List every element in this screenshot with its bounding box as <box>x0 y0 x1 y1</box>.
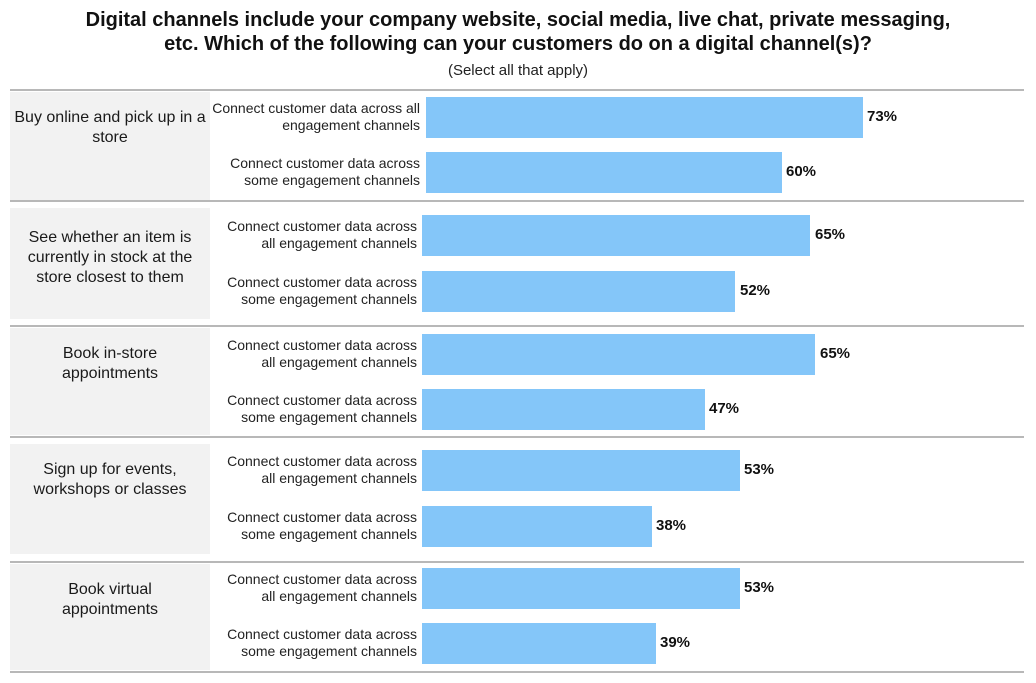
bar <box>422 389 705 430</box>
value-label: 53% <box>744 461 775 478</box>
category-label: Buy online and pick up in a store <box>10 92 210 200</box>
bar <box>422 271 735 312</box>
bar-row: Connect customer data across some engage… <box>210 389 1024 430</box>
divider <box>10 671 1024 673</box>
bar-row: Connect customer data across some engage… <box>210 152 1024 193</box>
value-label: 53% <box>744 579 775 596</box>
category-label: Book in-store appointments <box>10 328 210 435</box>
divider <box>10 561 1024 563</box>
category-label: See whether an item is currently in stoc… <box>10 208 210 319</box>
value-label: 47% <box>709 400 740 417</box>
category-label: Sign up for events, workshops or classes <box>10 444 210 554</box>
divider <box>10 200 1024 202</box>
bar-row: Connect customer data across all engagem… <box>210 215 1024 256</box>
bar-row: Connect customer data across all engagem… <box>210 450 1024 491</box>
group-book-virtual: Book virtual appointments Connect custom… <box>10 564 1024 670</box>
series-label: Connect customer data across all engagem… <box>227 453 417 486</box>
bar-row: Connect customer data across all engagem… <box>210 97 1024 138</box>
bar <box>422 568 740 609</box>
series-label: Connect customer data across some engage… <box>227 626 417 659</box>
value-label: 60% <box>786 163 817 180</box>
value-label: 39% <box>660 634 691 651</box>
bar <box>426 97 863 138</box>
chart-title-line-1: Digital channels include your company we… <box>85 9 951 31</box>
bar-row: Connect customer data across all engagem… <box>210 568 1024 609</box>
bar-row: Connect customer data across some engage… <box>210 506 1024 547</box>
group-sign-up-events: Sign up for events, workshops or classes… <box>10 444 1024 554</box>
series-label: Connect customer data across some engage… <box>227 509 417 542</box>
series-label: Connect customer data across all engagem… <box>227 337 417 370</box>
value-label: 52% <box>740 282 771 299</box>
bar <box>426 152 782 193</box>
divider <box>10 89 1024 91</box>
chart-subtitle: (Select all that apply) <box>447 62 589 79</box>
bar <box>422 215 810 256</box>
value-label: 38% <box>656 517 687 534</box>
value-label: 65% <box>820 345 851 362</box>
bar <box>422 334 815 375</box>
bar <box>422 623 656 664</box>
group-check-stock: See whether an item is currently in stoc… <box>10 208 1024 319</box>
chart-title-line-2: etc. Which of the following can your cus… <box>164 33 872 55</box>
bar-row: Connect customer data across some engage… <box>210 271 1024 312</box>
series-label: Connect customer data across all engagem… <box>212 100 420 133</box>
series-label: Connect customer data across all engagem… <box>227 571 417 604</box>
bar-row: Connect customer data across some engage… <box>210 623 1024 664</box>
bar <box>422 450 740 491</box>
group-buy-online-pickup: Buy online and pick up in a store Connec… <box>10 92 1024 200</box>
series-label: Connect customer data across some engage… <box>227 392 417 425</box>
value-label: 65% <box>815 226 846 243</box>
divider <box>10 436 1024 438</box>
bar <box>422 506 652 547</box>
series-label: Connect customer data across some engage… <box>230 155 420 188</box>
chart-title: Digital channels include your company we… <box>0 8 1036 56</box>
group-book-in-store: Book in-store appointments Connect custo… <box>10 328 1024 435</box>
value-label: 73% <box>867 108 898 125</box>
series-label: Connect customer data across all engagem… <box>227 218 417 251</box>
category-label: Book virtual appointments <box>10 564 210 670</box>
bar-row: Connect customer data across all engagem… <box>210 334 1024 375</box>
divider <box>10 325 1024 327</box>
series-label: Connect customer data across some engage… <box>227 274 417 307</box>
